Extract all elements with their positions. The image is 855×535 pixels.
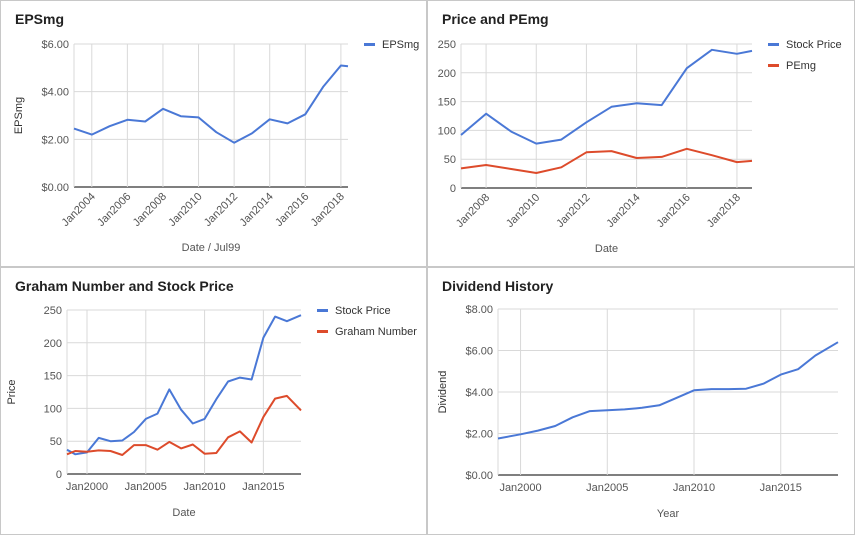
epsmg-chart-panel: EPSmg $0.00 $2.00 $4.00 $6.00 Jan2004 Jan2006… [0, 0, 427, 267]
y-tick-label: $6.00 [465, 346, 493, 358]
x-tick-label: Jan2015 [242, 481, 284, 493]
series-line-2 [66, 394, 302, 456]
x-tick-label: Jan2010 [183, 481, 225, 493]
x-tick-label: Jan2010 [504, 192, 542, 230]
x-tick-label: Jan2005 [125, 481, 167, 493]
x-axis-title: Date / Jul99 [182, 242, 241, 254]
x-tick-label: Jan2005 [586, 482, 628, 494]
legend-label: Stock Price [335, 305, 391, 317]
x-tick-label: Jan2012 [202, 191, 240, 229]
y-tick-label: $2.00 [465, 429, 493, 441]
x-tick-label: Jan2008 [454, 192, 492, 230]
y-tick-label: 200 [438, 68, 456, 80]
series-line-1 [66, 314, 302, 456]
x-tick-label: Jan2018 [309, 191, 347, 229]
legend-swatch [317, 330, 328, 333]
x-tick-label: Jan2000 [66, 481, 108, 493]
x-tick-label: Jan2016 [273, 191, 311, 229]
series-line-2 [460, 147, 753, 174]
y-tick-label: $2.00 [41, 134, 69, 146]
y-axis-title: Dividend [437, 371, 449, 414]
y-tick-label: 250 [44, 305, 62, 317]
y-tick-label: $0.00 [465, 470, 493, 482]
series-line-1 [73, 64, 349, 144]
dividend-history-chart: $0.00 $2.00 $4.00 $6.00 $8.00 Jan2000 Jan2005 J… [437, 304, 839, 520]
series-line-1 [497, 341, 839, 440]
y-tick-label: $0.00 [41, 182, 69, 194]
chart-title: Dividend History [442, 278, 554, 294]
x-tick-label: Jan2010 [166, 191, 204, 229]
x-tick-label: Jan2016 [655, 192, 693, 230]
y-axis-title: EPSmg [13, 97, 25, 134]
chart-title: Graham Number and Stock Price [15, 278, 234, 294]
x-tick-label: Jan2010 [673, 482, 715, 494]
legend-swatch [768, 64, 779, 67]
graham-number-chart-panel: Graham Number and Stock Price 0 50 100 150 2… [0, 267, 427, 535]
y-tick-label: 250 [438, 39, 456, 51]
x-tick-label: Jan2018 [705, 192, 743, 230]
legend-label: PEmg [786, 60, 816, 72]
epsmg-chart: $0.00 $2.00 $4.00 $6.00 Jan2004Jan2006Jan200… [13, 39, 419, 254]
series-line-1 [460, 48, 753, 145]
x-tick-label: Jan2004 [60, 191, 98, 229]
y-tick-label: $4.00 [41, 87, 69, 99]
y-tick-label: $6.00 [41, 39, 69, 51]
graham-number-chart: 0 50 100 150 200 250 Jan2000 Jan2005 Jan2010 Jan2… [6, 305, 417, 519]
y-tick-label: 100 [44, 403, 62, 415]
y-tick-label: 200 [44, 338, 62, 350]
y-axis-title: Price [6, 379, 18, 404]
y-tick-label: $4.00 [465, 387, 493, 399]
x-tick-label: Jan2015 [760, 482, 802, 494]
y-tick-label: 50 [444, 154, 456, 166]
legend-swatch [364, 43, 375, 46]
legend-swatch [768, 43, 779, 46]
x-axis-title: Date [595, 243, 618, 255]
chart-title: EPSmg [15, 11, 65, 27]
legend-label: Stock Price [786, 39, 842, 51]
y-tick-label: 0 [56, 469, 62, 481]
legend-label: Graham Number [335, 326, 417, 338]
x-tick-label: Jan2014 [237, 191, 275, 229]
x-tick-label: Jan2006 [95, 191, 133, 229]
y-tick-label: 0 [450, 183, 456, 195]
legend-label: EPSmg [382, 39, 419, 51]
y-tick-label: 100 [438, 125, 456, 137]
y-tick-label: $8.00 [465, 304, 493, 316]
x-axis-title: Year [657, 508, 680, 520]
legend-swatch [317, 309, 328, 312]
x-tick-label: Jan2012 [554, 192, 592, 230]
x-tick-label: Jan2000 [499, 482, 541, 494]
y-tick-label: 50 [50, 436, 62, 448]
x-tick-label: Jan2008 [131, 191, 169, 229]
chart-title: Price and PEmg [442, 11, 549, 27]
x-tick-label: Jan2014 [604, 192, 642, 230]
price-pemg-chart: 0 50 100 150 200 250 Jan2008 Jan2010 Jan2012 Jan2… [438, 39, 842, 255]
y-tick-label: 150 [44, 371, 62, 383]
price-pemg-chart-panel: Price and PEmg 0 50 100 150 200 250 Jan2008 Jan… [427, 0, 855, 267]
dividend-history-chart-panel: Dividend History $0.00 $2.00 $4.00 $6.00 $8.… [427, 267, 855, 535]
x-axis-title: Date [172, 507, 195, 519]
y-tick-label: 150 [438, 97, 456, 109]
